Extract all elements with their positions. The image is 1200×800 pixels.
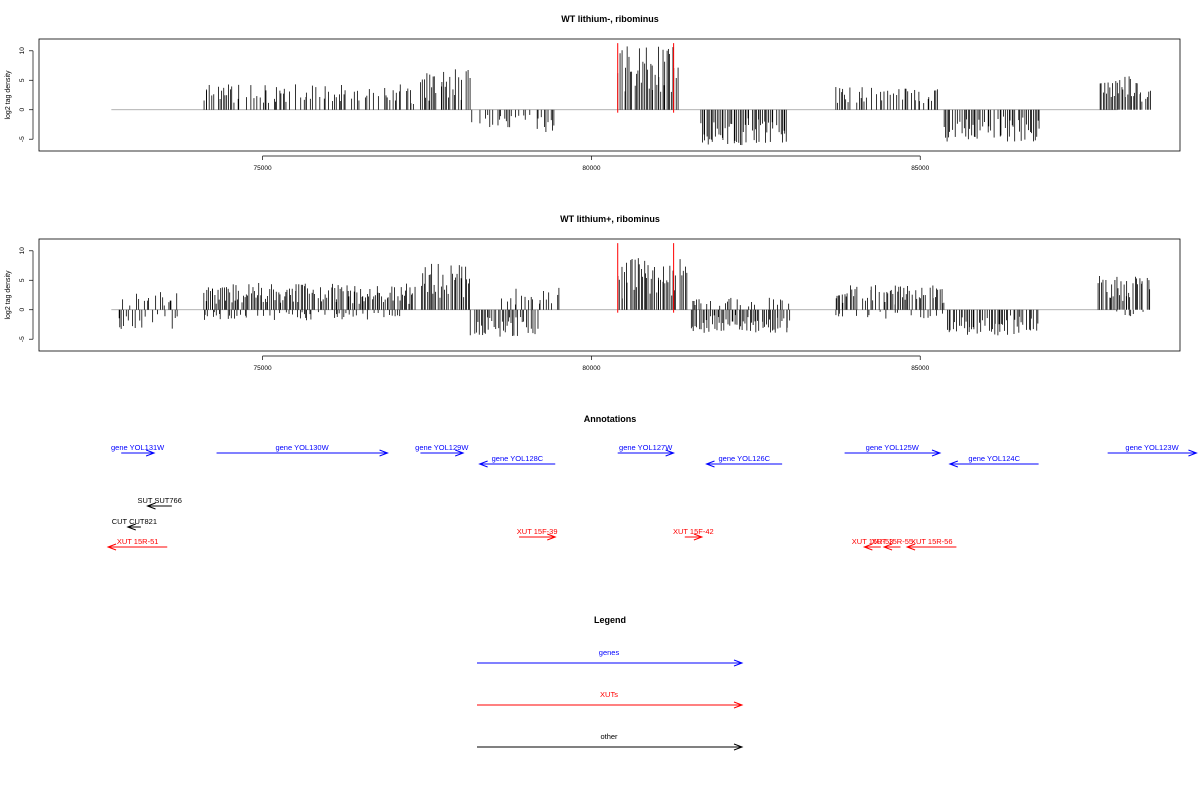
y-tick-label: 0 [19, 108, 26, 112]
x-tick-label: 85000 [911, 365, 929, 372]
feature-arrow [948, 460, 1039, 468]
feature-arrow [617, 449, 676, 457]
feature-arrow [106, 543, 168, 551]
y-axis-label: log2 tag density [5, 70, 12, 120]
legend-label: other [600, 732, 618, 741]
feature-label: XUT 15R-53 [852, 537, 894, 546]
feature-arrow [146, 502, 172, 510]
x-tick-label: 75000 [254, 365, 272, 372]
x-tick-label: 80000 [582, 365, 600, 372]
feature-arrow [705, 460, 783, 468]
arrow-head [379, 449, 389, 457]
y-tick-label: 10 [19, 247, 26, 255]
arrow-head [106, 543, 117, 551]
feature-label: gene YOL129W [415, 443, 469, 452]
feature-arrow [126, 523, 141, 531]
y-tick-label: -5 [19, 136, 26, 142]
feature-arrow [844, 449, 942, 457]
annotations-panel: Annotations gene YOL131W gene YOL130W gene… [106, 414, 1198, 551]
legend-arrow [477, 701, 744, 709]
legend-label: genes [599, 648, 620, 657]
arrow-head [882, 543, 893, 551]
y-tick-label: 10 [19, 47, 26, 55]
feature-label: gene YOL125W [866, 443, 920, 452]
feature-label: gene YOL130W [275, 443, 329, 452]
y-tick-label: 5 [19, 278, 26, 282]
legend-label: XUTs [600, 690, 618, 699]
feature-label: XUT 15F-42 [673, 527, 714, 536]
feature-label: gene YOL131W [111, 443, 165, 452]
y-tick-label: 0 [19, 308, 26, 312]
feature-arrow [121, 449, 156, 457]
panel-title: WT lithium-, ribominus [561, 14, 659, 24]
arrow-head [733, 701, 744, 709]
feature-arrow [519, 533, 557, 541]
feature-label: gene YOL123W [1125, 443, 1179, 452]
arrow-head [126, 523, 136, 531]
arrow-head [862, 543, 873, 551]
arrow-head [905, 543, 916, 551]
feature-arrow [882, 543, 901, 551]
x-tick-label: 75000 [254, 165, 272, 172]
x-tick-label: 80000 [582, 165, 600, 172]
arrow-head [665, 449, 676, 457]
legend-arrow [477, 659, 744, 667]
coverage-panel-lithium-plus: WT lithium+, ribominus -5 0 5 10 log2 tag de… [5, 214, 1181, 372]
feature-label: XUT 15R-51 [117, 537, 159, 546]
feature-label: gene YOL126C [719, 454, 771, 463]
feature-label: SUT SUT766 [137, 496, 181, 505]
feature-arrow [905, 543, 957, 551]
annotations-title: Annotations [584, 414, 637, 424]
arrow-head [547, 533, 557, 541]
arrow-head [705, 460, 715, 468]
coverage-panel-lithium-minus: WT lithium-, ribominus -5 0 5 10 log2 tag de… [5, 14, 1181, 172]
feature-arrow [862, 543, 881, 551]
feature-arrow [1107, 449, 1198, 457]
y-tick-label: -5 [19, 336, 26, 342]
feature-arrow [420, 449, 465, 457]
arrow-head [455, 449, 465, 457]
feature-arrow [684, 533, 704, 541]
arrow-head [693, 533, 704, 541]
arrow-head [478, 460, 488, 468]
legend-panel: Legend genes XUTs other [477, 615, 744, 751]
feature-label: XUT 15R-56 [911, 537, 953, 546]
feature-label: XUT 15F-39 [517, 527, 558, 536]
y-tick-label: 5 [19, 78, 26, 82]
feature-label: CUT CUT821 [112, 517, 157, 526]
feature-label: XUT 15R-55 [872, 537, 914, 546]
feature-label: gene YOL127W [619, 443, 673, 452]
arrow-head [931, 449, 942, 457]
x-tick-label: 85000 [911, 165, 929, 172]
feature-label: gene YOL124C [968, 454, 1020, 463]
legend-title: Legend [594, 615, 626, 625]
arrow-head [948, 460, 959, 468]
arrow-head [733, 659, 744, 667]
arrow-head [733, 743, 744, 751]
feature-arrow [478, 460, 556, 468]
feature-arrow [216, 449, 389, 457]
arrow-head [1188, 449, 1198, 457]
plot-frame [38, 38, 1181, 152]
arrow-head [146, 502, 156, 510]
panel-title: WT lithium+, ribominus [560, 214, 660, 224]
y-axis-label: log2 tag density [5, 270, 12, 320]
feature-label: gene YOL128C [492, 454, 544, 463]
arrow-head [145, 449, 156, 457]
legend-arrow [477, 743, 744, 751]
plot-frame [38, 238, 1181, 352]
